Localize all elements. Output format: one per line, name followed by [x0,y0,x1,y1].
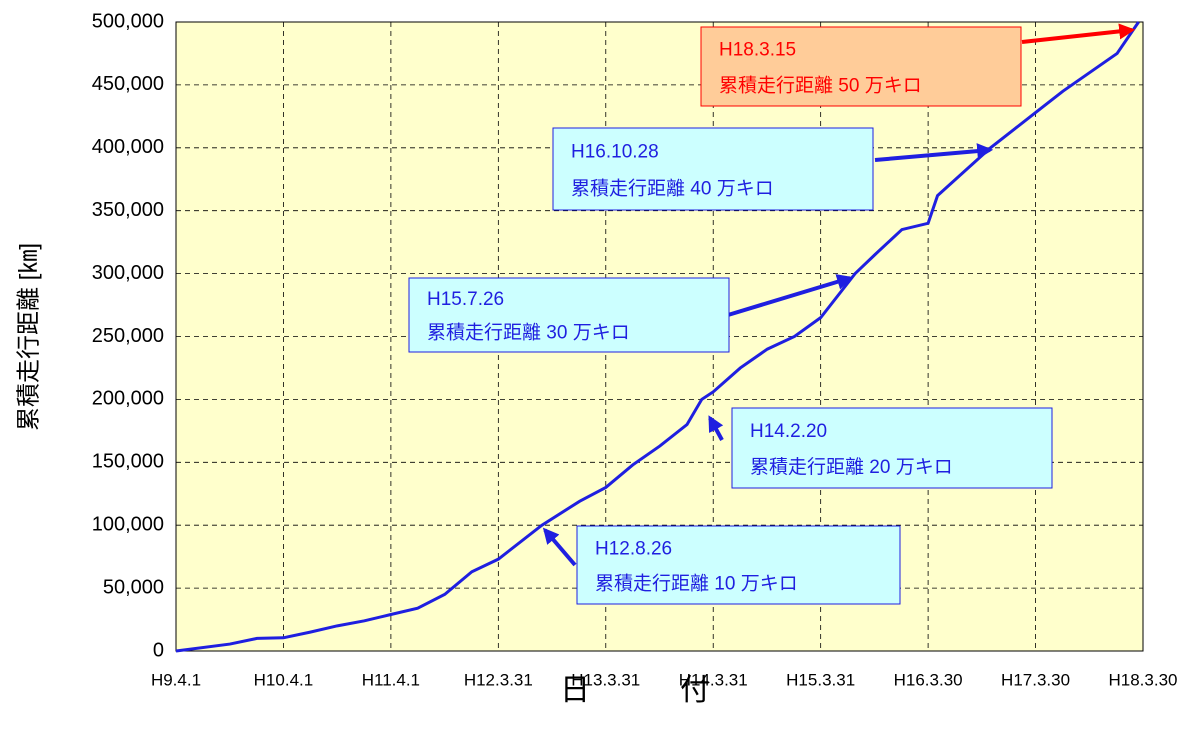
annotation-arrow [1021,23,1136,44]
x-tick-label: H12.3.31 [464,670,533,689]
annotation-date: H12.8.26 [595,538,672,559]
y-tick-label: 300,000 [92,262,164,284]
y-tick-label: 0 [153,639,164,661]
x-axis-label: 日 付 [560,674,710,707]
data-line [175,21,1140,653]
y-axis-label: 累積走行距離 [㎞] [15,243,42,431]
x-tick-label: H13.3.31 [571,670,640,689]
x-tick-label: H18.3.30 [1109,670,1178,689]
annotation-box [700,26,1022,107]
annotation-date: H15.7.26 [427,289,504,310]
annotation-arrow [542,527,577,567]
y-tick-label: 50,000 [103,576,164,598]
annotation-text: 累積走行距離 50 万キロ [719,74,922,96]
y-tick-label: 400,000 [92,136,164,158]
annotation-arrow [708,415,724,441]
y-tick-label: 150,000 [92,451,164,473]
annotation-box [552,127,874,211]
annotation-text: 累積走行距離 40 万キロ [571,178,774,200]
annotation-box [408,277,730,353]
x-tick-label: H14.3.31 [679,670,748,689]
annotation-date: H16.10.28 [571,142,659,163]
annotation-arrow [727,274,854,317]
annotation-date: H14.2.20 [750,421,827,442]
annotation-text: 累積走行距離 10 万キロ [595,573,798,595]
y-tick-label: 100,000 [92,513,164,535]
annotation-box [731,407,1053,489]
annotation-text: 累積走行距離 20 万キロ [750,456,953,478]
annotation-arrow [874,143,994,162]
x-tick-label: H16.3.30 [894,670,963,689]
y-tick-label: 350,000 [92,199,164,221]
annotation-text: 累積走行距離 30 万キロ [427,322,630,344]
annotation-box [576,525,901,605]
x-tick-label: H11.4.1 [362,670,420,689]
x-tick-label: H9.4.1 [151,670,201,689]
annotation-date: H18.3.15 [719,40,796,61]
x-tick-label: H15.3.31 [786,670,855,689]
x-tick-label: H17.3.30 [1001,670,1070,689]
x-tick-label: H10.4.1 [254,670,314,689]
y-tick-label: 200,000 [92,388,164,410]
y-tick-label: 450,000 [92,73,164,95]
y-tick-label: 500,000 [92,10,164,32]
y-tick-label: 250,000 [92,325,164,347]
